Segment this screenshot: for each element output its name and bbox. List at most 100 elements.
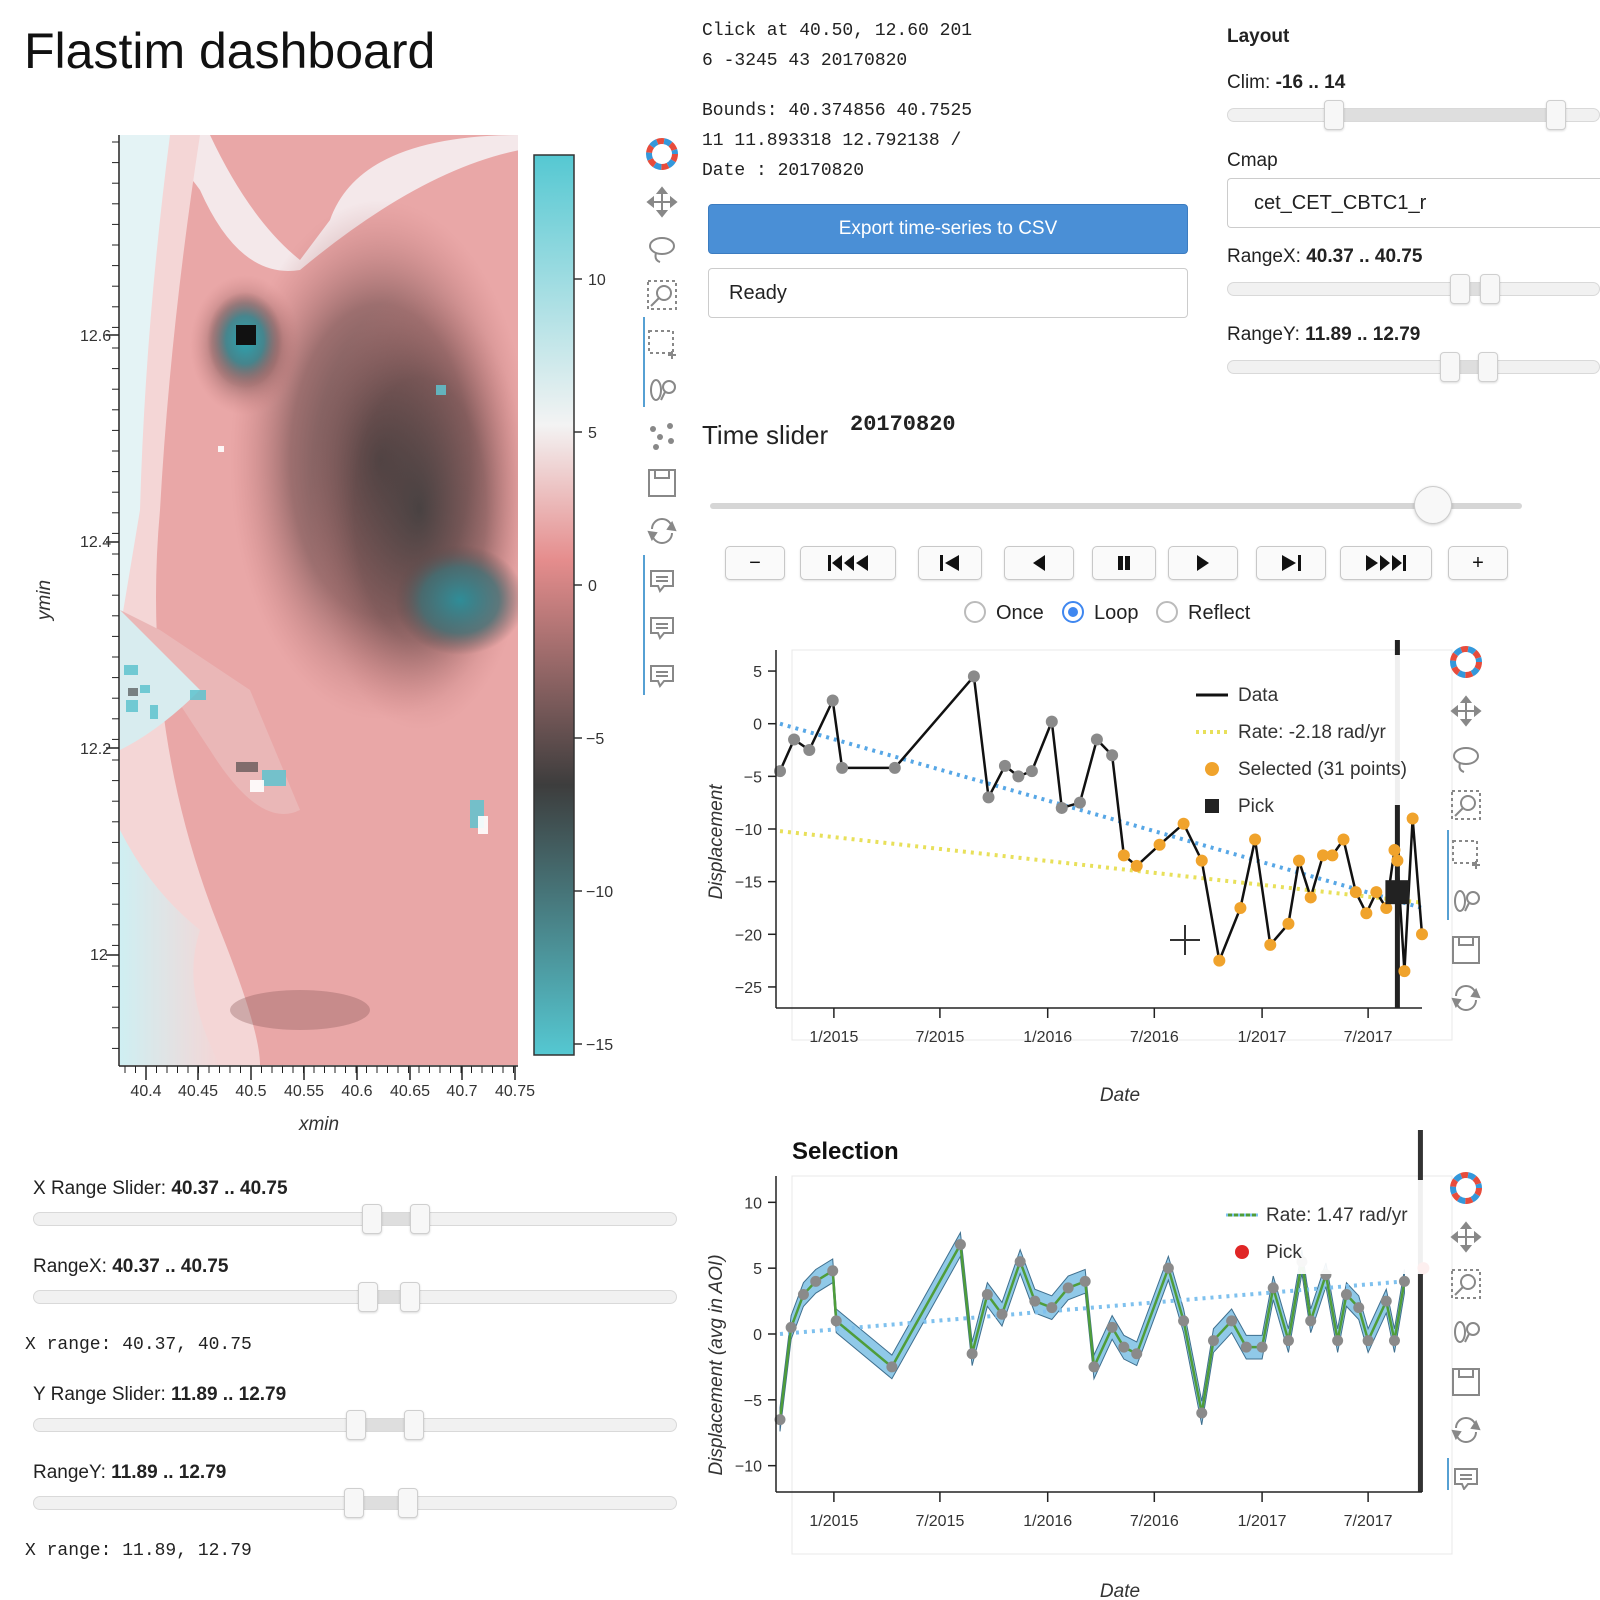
selection-chart[interactable]: Selection 10 5 0 −5 −10 1/2015 7/2015 1/2016 7/… — [700, 1130, 1500, 1600]
x-range-slider-handle-low[interactable] — [362, 1204, 382, 1234]
data-point[interactable] — [1353, 1302, 1365, 1314]
displacement-chart[interactable]: 5 0 −5 −10 −15 −20 −25 1/2015 7/2015 1/2016 7/201… — [700, 640, 1500, 1110]
data-point[interactable] — [982, 791, 995, 804]
data-point[interactable] — [1207, 1335, 1219, 1347]
box-select-icon[interactable] — [1452, 840, 1480, 869]
bokeh-logo-icon[interactable] — [1450, 646, 1482, 678]
first-frame-button[interactable] — [800, 546, 896, 580]
data-point[interactable] — [1162, 1262, 1174, 1274]
selected-point[interactable] — [1370, 886, 1383, 899]
play-button[interactable] — [1168, 546, 1238, 580]
data-point[interactable] — [954, 1238, 966, 1250]
wheel-zoom-icon[interactable] — [650, 379, 676, 401]
data-point[interactable] — [1045, 715, 1058, 728]
zoom-icon[interactable] — [1451, 1269, 1481, 1299]
data-point[interactable] — [1073, 796, 1086, 809]
selected-point[interactable] — [1153, 838, 1166, 851]
lasso-icon[interactable] — [649, 237, 675, 263]
panel-rangex-handle-high[interactable] — [1480, 274, 1500, 304]
hover-icon[interactable] — [650, 617, 674, 640]
save-icon[interactable] — [1452, 936, 1480, 964]
clim-slider-handle-high[interactable] — [1546, 100, 1566, 130]
pan-icon[interactable] — [1450, 695, 1482, 727]
faster-button[interactable]: + — [1448, 546, 1508, 580]
data-point[interactable] — [788, 733, 801, 746]
data-point[interactable] — [810, 1275, 822, 1287]
zoom-icon[interactable] — [1451, 790, 1481, 820]
selected-point[interactable] — [1337, 833, 1350, 846]
selected-point[interactable] — [1130, 859, 1143, 872]
reverse-button[interactable] — [1004, 546, 1074, 580]
data-point[interactable] — [1332, 1335, 1344, 1347]
data-point[interactable] — [1267, 1282, 1279, 1294]
data-point[interactable] — [1012, 770, 1025, 783]
rangey-slider-handle-high[interactable] — [398, 1488, 418, 1518]
bokeh-logo-icon[interactable] — [646, 138, 678, 170]
pan-icon[interactable] — [1450, 1221, 1482, 1253]
cmap-select[interactable]: cet_CET_CBTC1_r — [1227, 178, 1600, 228]
previous-frame-button[interactable] — [918, 546, 982, 580]
wheel-zoom-icon[interactable] — [1454, 890, 1480, 912]
wheel-zoom-icon[interactable] — [1454, 1321, 1480, 1343]
data-point[interactable] — [1131, 1348, 1143, 1360]
reset-icon[interactable] — [1451, 985, 1481, 1011]
data-point[interactable] — [785, 1321, 797, 1333]
data-point[interactable] — [966, 1348, 978, 1360]
data-point[interactable] — [1106, 749, 1119, 762]
lasso-icon[interactable] — [1453, 747, 1479, 773]
panel-rangey-handle-low[interactable] — [1440, 352, 1460, 382]
clim-slider[interactable] — [1227, 100, 1600, 130]
panel-rangey-slider[interactable] — [1227, 352, 1600, 382]
data-point[interactable] — [1240, 1341, 1252, 1353]
selected-point[interactable] — [1292, 854, 1305, 867]
rangex-slider-handle-low[interactable] — [358, 1282, 378, 1312]
data-point[interactable] — [830, 1315, 842, 1327]
selected-point[interactable] — [1326, 849, 1339, 862]
time-slider-handle[interactable] — [1413, 486, 1452, 524]
pause-button[interactable] — [1092, 546, 1156, 580]
data-point[interactable] — [774, 1414, 786, 1426]
data-point[interactable] — [1305, 1315, 1317, 1327]
selected-point[interactable] — [1249, 833, 1262, 846]
selected-point[interactable] — [1304, 891, 1317, 904]
data-point[interactable] — [1362, 1335, 1374, 1347]
data-point[interactable] — [998, 759, 1011, 772]
selected-point[interactable] — [1388, 844, 1401, 857]
hover-icon[interactable] — [650, 570, 674, 593]
data-point[interactable] — [996, 1308, 1008, 1320]
selected-point[interactable] — [1398, 965, 1411, 978]
panel-rangex-handle-low[interactable] — [1450, 274, 1470, 304]
selected-point[interactable] — [1360, 907, 1373, 920]
selected-point[interactable] — [1264, 938, 1277, 951]
hover-icon[interactable] — [650, 665, 674, 688]
selected-point[interactable] — [1317, 849, 1330, 862]
rangey-slider[interactable] — [33, 1488, 677, 1518]
save-icon[interactable] — [648, 469, 676, 497]
next-frame-button[interactable] — [1256, 546, 1326, 580]
selected-point[interactable] — [1391, 854, 1404, 867]
selected-point[interactable] — [1117, 849, 1130, 862]
data-point[interactable] — [1062, 1282, 1074, 1294]
data-point[interactable] — [1118, 1341, 1130, 1353]
pan-icon[interactable] — [646, 186, 678, 218]
panel-rangex-slider[interactable] — [1227, 274, 1600, 304]
data-point[interactable] — [1090, 733, 1103, 746]
data-point[interactable] — [1055, 801, 1068, 814]
export-csv-button[interactable]: Export time-series to CSV — [708, 204, 1188, 254]
displacement-map[interactable]: 12.6 12.4 12.2 12 40.4 40.45 40.5 40.55 … — [0, 130, 700, 1170]
time-slider-track[interactable] — [710, 486, 1522, 524]
data-point[interactable] — [827, 1265, 839, 1277]
data-point[interactable] — [967, 670, 980, 683]
tap-icon[interactable] — [650, 423, 674, 450]
box-select-icon[interactable] — [648, 330, 676, 359]
panel-rangey-handle-high[interactable] — [1478, 352, 1498, 382]
bokeh-logo-icon[interactable] — [1450, 1172, 1482, 1204]
rangex-slider[interactable] — [33, 1282, 677, 1312]
data-point[interactable] — [888, 761, 901, 774]
y-range-slider[interactable] — [33, 1410, 677, 1440]
selected-point[interactable] — [1349, 886, 1362, 899]
selected-point[interactable] — [1406, 812, 1419, 825]
y-range-slider-handle-high[interactable] — [404, 1410, 424, 1440]
data-point[interactable] — [1025, 765, 1038, 778]
reset-icon[interactable] — [1451, 1417, 1481, 1443]
